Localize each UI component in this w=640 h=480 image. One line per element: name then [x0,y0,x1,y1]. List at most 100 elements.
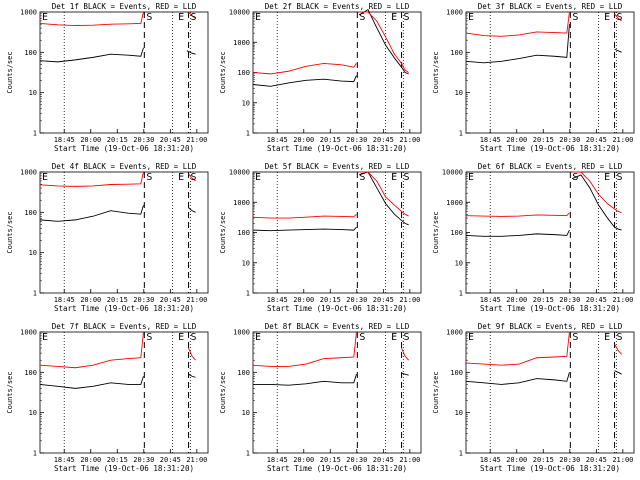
y-tick-label: 1000 [20,9,37,17]
detector-panel-8: Det 8f BLACK = Events, RED = LLD 1 10 100 10… [219,322,422,473]
marker-label: S [404,12,410,23]
x-axis-label: Start Time (19-Oct-06 18:31:20) [480,304,620,313]
y-tick-label: 100 [450,229,463,237]
x-tick-label: 20:15 [107,296,128,304]
x-tick-label: 20:00 [293,456,314,464]
y-tick-label: 10 [29,89,37,97]
lld-series-line [572,171,622,214]
marker-label: E [391,12,397,23]
marker-label: E [391,332,397,343]
events-series-line [465,24,570,64]
x-tick-label: 20:30 [133,296,154,304]
x-tick-label: 18:45 [267,136,288,144]
x-tick-label: 20:45 [373,136,394,144]
x-tick-label: 20:15 [320,296,341,304]
x-tick-label: 20:00 [506,456,527,464]
x-tick-label: 21:00 [399,296,420,304]
plot-frame [465,331,635,454]
y-axis-label: Counts/sec [432,51,440,93]
x-axis-label: Start Time (19-Oct-06 18:31:20) [267,464,407,473]
events-series-line [186,50,196,55]
y-tick-label: 100 [24,209,37,217]
x-tick-label: 18:45 [54,456,75,464]
plot-frame [252,331,422,454]
x-tick-label: 18:45 [480,456,501,464]
events-series-line [39,47,144,63]
y-tick-label: 1000 [446,9,463,17]
plot-frame [465,171,635,294]
x-tick-label: 20:15 [533,296,554,304]
y-axis-label: Counts/sec [219,371,227,413]
marker-label: E [468,12,474,23]
y-tick-label: 10 [242,259,250,267]
lld-series-line [401,347,409,361]
detector-panel-1: Det 1f BLACK = Events, RED = LLD 1 10 100 10… [6,2,209,153]
y-tick-label: 1000 [20,169,37,177]
x-tick-label: 18:45 [480,296,501,304]
x-tick-label: 18:45 [54,136,75,144]
plot-frame [39,171,209,294]
x-tick-label: 21:00 [612,296,633,304]
detector-panel-4: Det 4f BLACK = Events, RED = LLD 1 10 100 10… [6,162,209,313]
marker-label: S [146,12,152,23]
lld-series-line [186,11,196,19]
x-axis-label: Start Time (19-Oct-06 18:31:20) [480,144,620,153]
x-tick-label: 20:00 [80,296,101,304]
y-tick-label: 1 [246,130,250,138]
x-tick-label: 21:00 [612,456,633,464]
x-tick-label: 20:15 [107,136,128,144]
marker-label: E [604,332,610,343]
x-tick-label: 20:45 [586,456,607,464]
events-series-line [571,174,622,231]
events-series-line [401,372,409,376]
panel-title: Det 4f BLACK = Events, RED = LLD [52,162,197,171]
x-tick-label: 20:45 [160,296,181,304]
detector-panel-9: Det 9f BLACK = Events, RED = LLD 1 10 100 10… [432,322,635,473]
x-tick-label: 20:30 [559,136,580,144]
x-tick-label: 21:00 [186,456,207,464]
x-tick-label: 20:45 [160,136,181,144]
marker-label: S [191,12,197,23]
marker-label: S [359,332,365,343]
events-series-line [358,8,409,75]
marker-label: S [572,332,578,343]
events-series-line [188,207,196,213]
x-tick-label: 18:45 [267,456,288,464]
x-axis-label: Start Time (19-Oct-06 18:31:20) [267,304,407,313]
x-tick-label: 21:00 [612,136,633,144]
x-axis-label: Start Time (19-Oct-06 18:31:20) [54,304,194,313]
y-tick-label: 1 [459,450,463,458]
marker-label: S [191,332,197,343]
marker-label: E [178,332,184,343]
y-tick-label: 1 [33,450,37,458]
y-tick-label: 1000 [233,39,250,47]
marker-label: E [42,172,48,183]
detector-panel-6: Det 6f BLACK = Events, RED = LLD 1 10 100 10… [432,162,635,313]
y-tick-label: 1 [33,130,37,138]
marker-label: S [572,172,578,183]
lld-series-line [39,331,144,369]
events-series-line [188,373,196,378]
plot-frame [465,11,635,134]
y-tick-label: 100 [24,49,37,57]
marker-label: S [146,332,152,343]
y-tick-label: 10 [29,249,37,257]
y-tick-label: 1000 [233,329,250,337]
marker-label: S [404,172,410,183]
y-tick-label: 1 [459,130,463,138]
events-series-line [465,229,570,237]
x-tick-label: 20:15 [533,136,554,144]
x-tick-label: 20:00 [293,136,314,144]
lld-series-line [252,62,357,75]
marker-label: S [617,12,623,23]
plot-frame [39,331,209,454]
lld-series-line [465,11,570,37]
panel-title: Det 3f BLACK = Events, RED = LLD [478,2,623,11]
y-tick-label: 10 [455,89,463,97]
panel-title: Det 7f BLACK = Events, RED = LLD [52,322,197,331]
marker-label: E [468,332,474,343]
events-series-line [614,370,622,375]
y-tick-label: 1000 [446,199,463,207]
y-axis-label: Counts/sec [219,51,227,93]
